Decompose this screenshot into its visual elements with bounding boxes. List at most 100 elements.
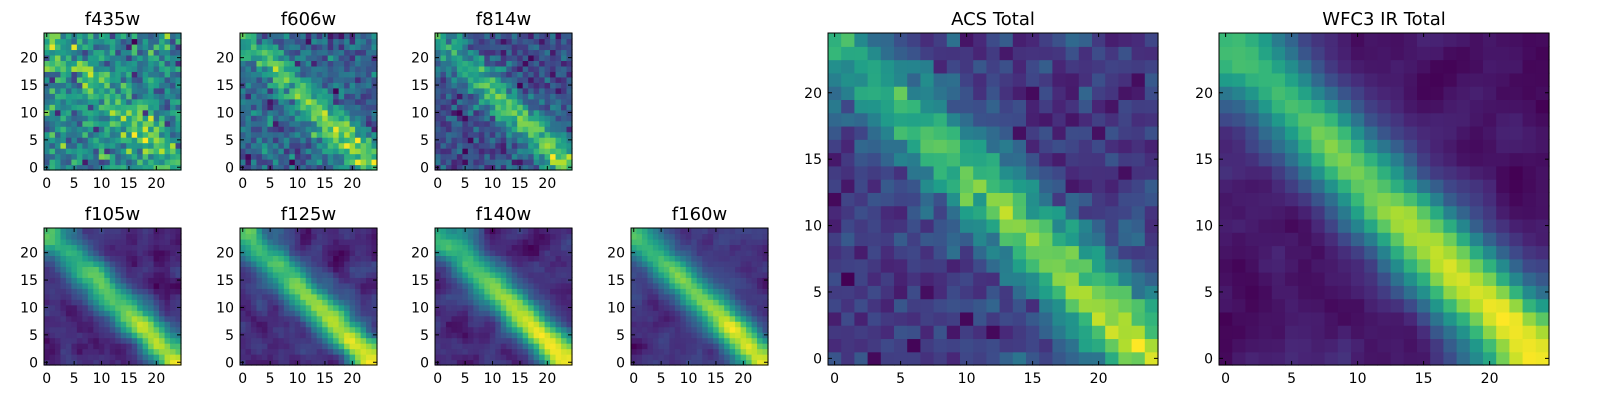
heatmap-cell — [338, 43, 345, 51]
heatmap-cell — [522, 359, 529, 366]
heatmap-cell — [1026, 165, 1040, 180]
heatmap-cell — [300, 33, 307, 40]
heatmap-cell — [440, 82, 447, 89]
heatmap-cell — [456, 304, 463, 311]
heatmap-cell — [82, 299, 89, 306]
heatmap-cell — [451, 266, 458, 273]
heatmap-cell — [867, 152, 882, 167]
heatmap-cell — [294, 93, 301, 100]
heatmap-cell — [311, 266, 318, 273]
heatmap-cell — [478, 87, 485, 94]
heatmap-cell — [305, 310, 312, 317]
heatmap-cell — [305, 98, 312, 105]
heatmap-cell — [289, 93, 296, 100]
heatmap-cell — [250, 321, 258, 328]
heatmap-cell — [445, 266, 453, 273]
heatmap-cell — [278, 164, 285, 171]
heatmap-cell — [440, 304, 447, 311]
heatmap-cell — [533, 33, 540, 40]
heatmap-cell — [506, 43, 513, 51]
heatmap-cell — [539, 142, 546, 149]
heatmap-cell — [920, 205, 935, 220]
heatmap-cell — [170, 153, 177, 160]
heatmap-cell — [60, 233, 67, 240]
heatmap-cell — [1118, 245, 1133, 260]
heatmap-cell — [261, 43, 268, 51]
heatmap-cell — [82, 315, 89, 322]
heatmap-cell — [338, 98, 345, 105]
heatmap-cell — [561, 87, 568, 94]
heatmap-cell — [445, 33, 453, 40]
x-tick-label: 5 — [70, 176, 79, 192]
heatmap-cell — [283, 120, 290, 127]
heatmap-cell — [440, 332, 447, 339]
heatmap-cell — [696, 332, 703, 339]
x-tick-label: 20 — [538, 176, 556, 192]
heatmap-cell — [245, 238, 252, 246]
heatmap-cell — [159, 315, 166, 322]
heatmap-cell — [170, 277, 177, 284]
heatmap-cell — [305, 343, 312, 350]
heatmap-cell — [126, 49, 133, 56]
heatmap-cell — [696, 238, 703, 246]
heatmap-cell — [115, 142, 122, 149]
heatmap-cell — [355, 315, 362, 322]
heatmap-cell — [894, 192, 908, 207]
heatmap-cell — [175, 288, 182, 295]
heatmap-cell — [641, 343, 649, 350]
heatmap-cell — [550, 93, 557, 100]
y-tick-label: 15 — [411, 273, 429, 289]
heatmap-cell — [54, 293, 62, 300]
heatmap-cell — [272, 93, 279, 100]
heatmap-cell — [522, 288, 529, 295]
heatmap-cell — [360, 126, 367, 133]
heatmap-cell — [495, 71, 502, 78]
heatmap-cell — [674, 228, 681, 235]
heatmap-cell — [93, 310, 100, 317]
heatmap-cell — [256, 337, 263, 344]
heatmap-cell — [495, 153, 502, 160]
heatmap-cell — [289, 82, 296, 89]
heatmap-cell — [131, 131, 138, 138]
heatmap-cell — [300, 142, 307, 149]
heatmap-cell — [841, 325, 855, 340]
heatmap-cell — [366, 54, 373, 61]
heatmap-cell — [462, 137, 469, 144]
heatmap-cell — [170, 137, 177, 144]
heatmap-cell — [137, 137, 144, 144]
heatmap-cell — [669, 244, 676, 251]
heatmap-cell — [267, 255, 274, 262]
heatmap-cell — [371, 131, 378, 138]
heatmap-cell — [641, 277, 649, 284]
heatmap-cell — [245, 271, 252, 278]
heatmap-cell — [506, 233, 513, 240]
heatmap-cell — [511, 304, 518, 311]
heatmap-cell — [170, 38, 177, 45]
heatmap-cell — [1026, 245, 1040, 260]
heatmap-cell — [322, 153, 329, 160]
heatmap-cell — [451, 332, 458, 339]
heatmap-cell — [647, 238, 654, 246]
heatmap-cell — [93, 148, 100, 155]
heatmap-cell — [674, 233, 681, 240]
heatmap-cell — [120, 104, 127, 111]
heatmap-cell — [478, 49, 485, 56]
heatmap-cell — [500, 115, 507, 122]
heatmap-cell — [322, 233, 329, 240]
heatmap-cell — [528, 109, 535, 116]
heatmap-cell — [462, 98, 469, 105]
heatmap-cell — [98, 238, 105, 246]
heatmap-cell — [973, 351, 987, 366]
heatmap-cell — [355, 244, 362, 251]
heatmap-cell — [960, 245, 974, 260]
heatmap-cell — [511, 131, 518, 138]
heatmap-cell — [533, 299, 540, 306]
heatmap-cell — [311, 38, 318, 45]
heatmap-cell — [517, 76, 524, 83]
heatmap-cell — [294, 271, 301, 278]
heatmap-cell — [920, 232, 935, 247]
heatmap-cell — [713, 288, 720, 295]
heatmap-cell — [153, 49, 160, 56]
heatmap-cell — [740, 293, 747, 300]
heatmap-cell — [550, 60, 557, 67]
